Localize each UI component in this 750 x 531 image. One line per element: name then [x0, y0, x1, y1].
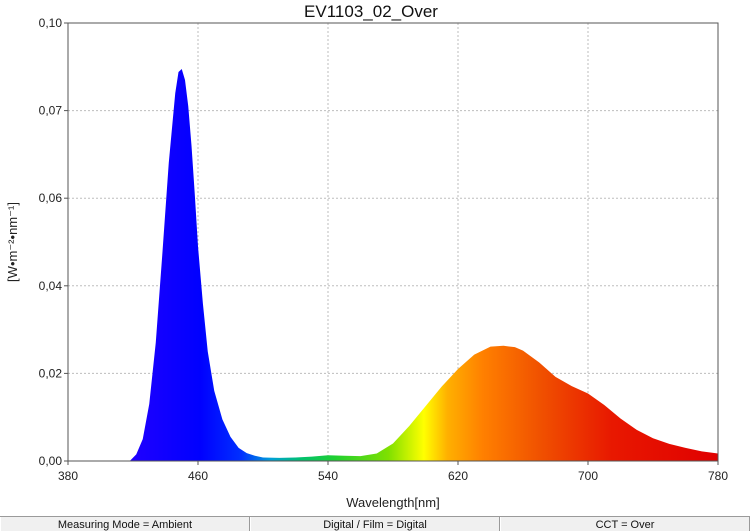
- y-tick-label: 0,06: [39, 191, 63, 205]
- y-tick-label: 0,07: [39, 104, 63, 118]
- x-tick-label: 540: [318, 469, 338, 483]
- chart-title: EV1103_02_Over: [304, 2, 438, 21]
- x-tick-label: 620: [448, 469, 468, 483]
- x-tick-label: 780: [708, 469, 728, 483]
- y-tick-label: 0,00: [39, 454, 63, 468]
- plot-frame: [67, 22, 719, 462]
- status-bar: Measuring Mode = Ambient Digital / Film …: [0, 516, 750, 531]
- spectrum-area: [129, 68, 718, 462]
- spectrum-chart: EV1103_02_Over 380 460 540 620 700 780 0,000,…: [5, 2, 728, 510]
- x-tick-label: 460: [188, 469, 208, 483]
- status-measuring-mode: Measuring Mode = Ambient: [0, 517, 250, 531]
- x-axis-ticks: 380 460 540 620 700 780: [58, 461, 728, 483]
- y-axis-ticks: 0,00 0,02 0,04 0,06 0,07 0,10: [39, 16, 68, 468]
- y-tick-label: 0,10: [39, 16, 63, 30]
- y-axis-label: [W•m⁻²•nm⁻¹]: [5, 202, 20, 282]
- x-tick-label: 380: [58, 469, 78, 483]
- x-tick-label: 700: [578, 469, 598, 483]
- status-digital-film: Digital / Film = Digital: [250, 517, 500, 531]
- status-cct: CCT = Over: [500, 517, 750, 531]
- x-axis-label: Wavelength[nm]: [346, 495, 439, 510]
- y-tick-label: 0,02: [39, 366, 63, 380]
- y-tick-label: 0,04: [39, 279, 63, 293]
